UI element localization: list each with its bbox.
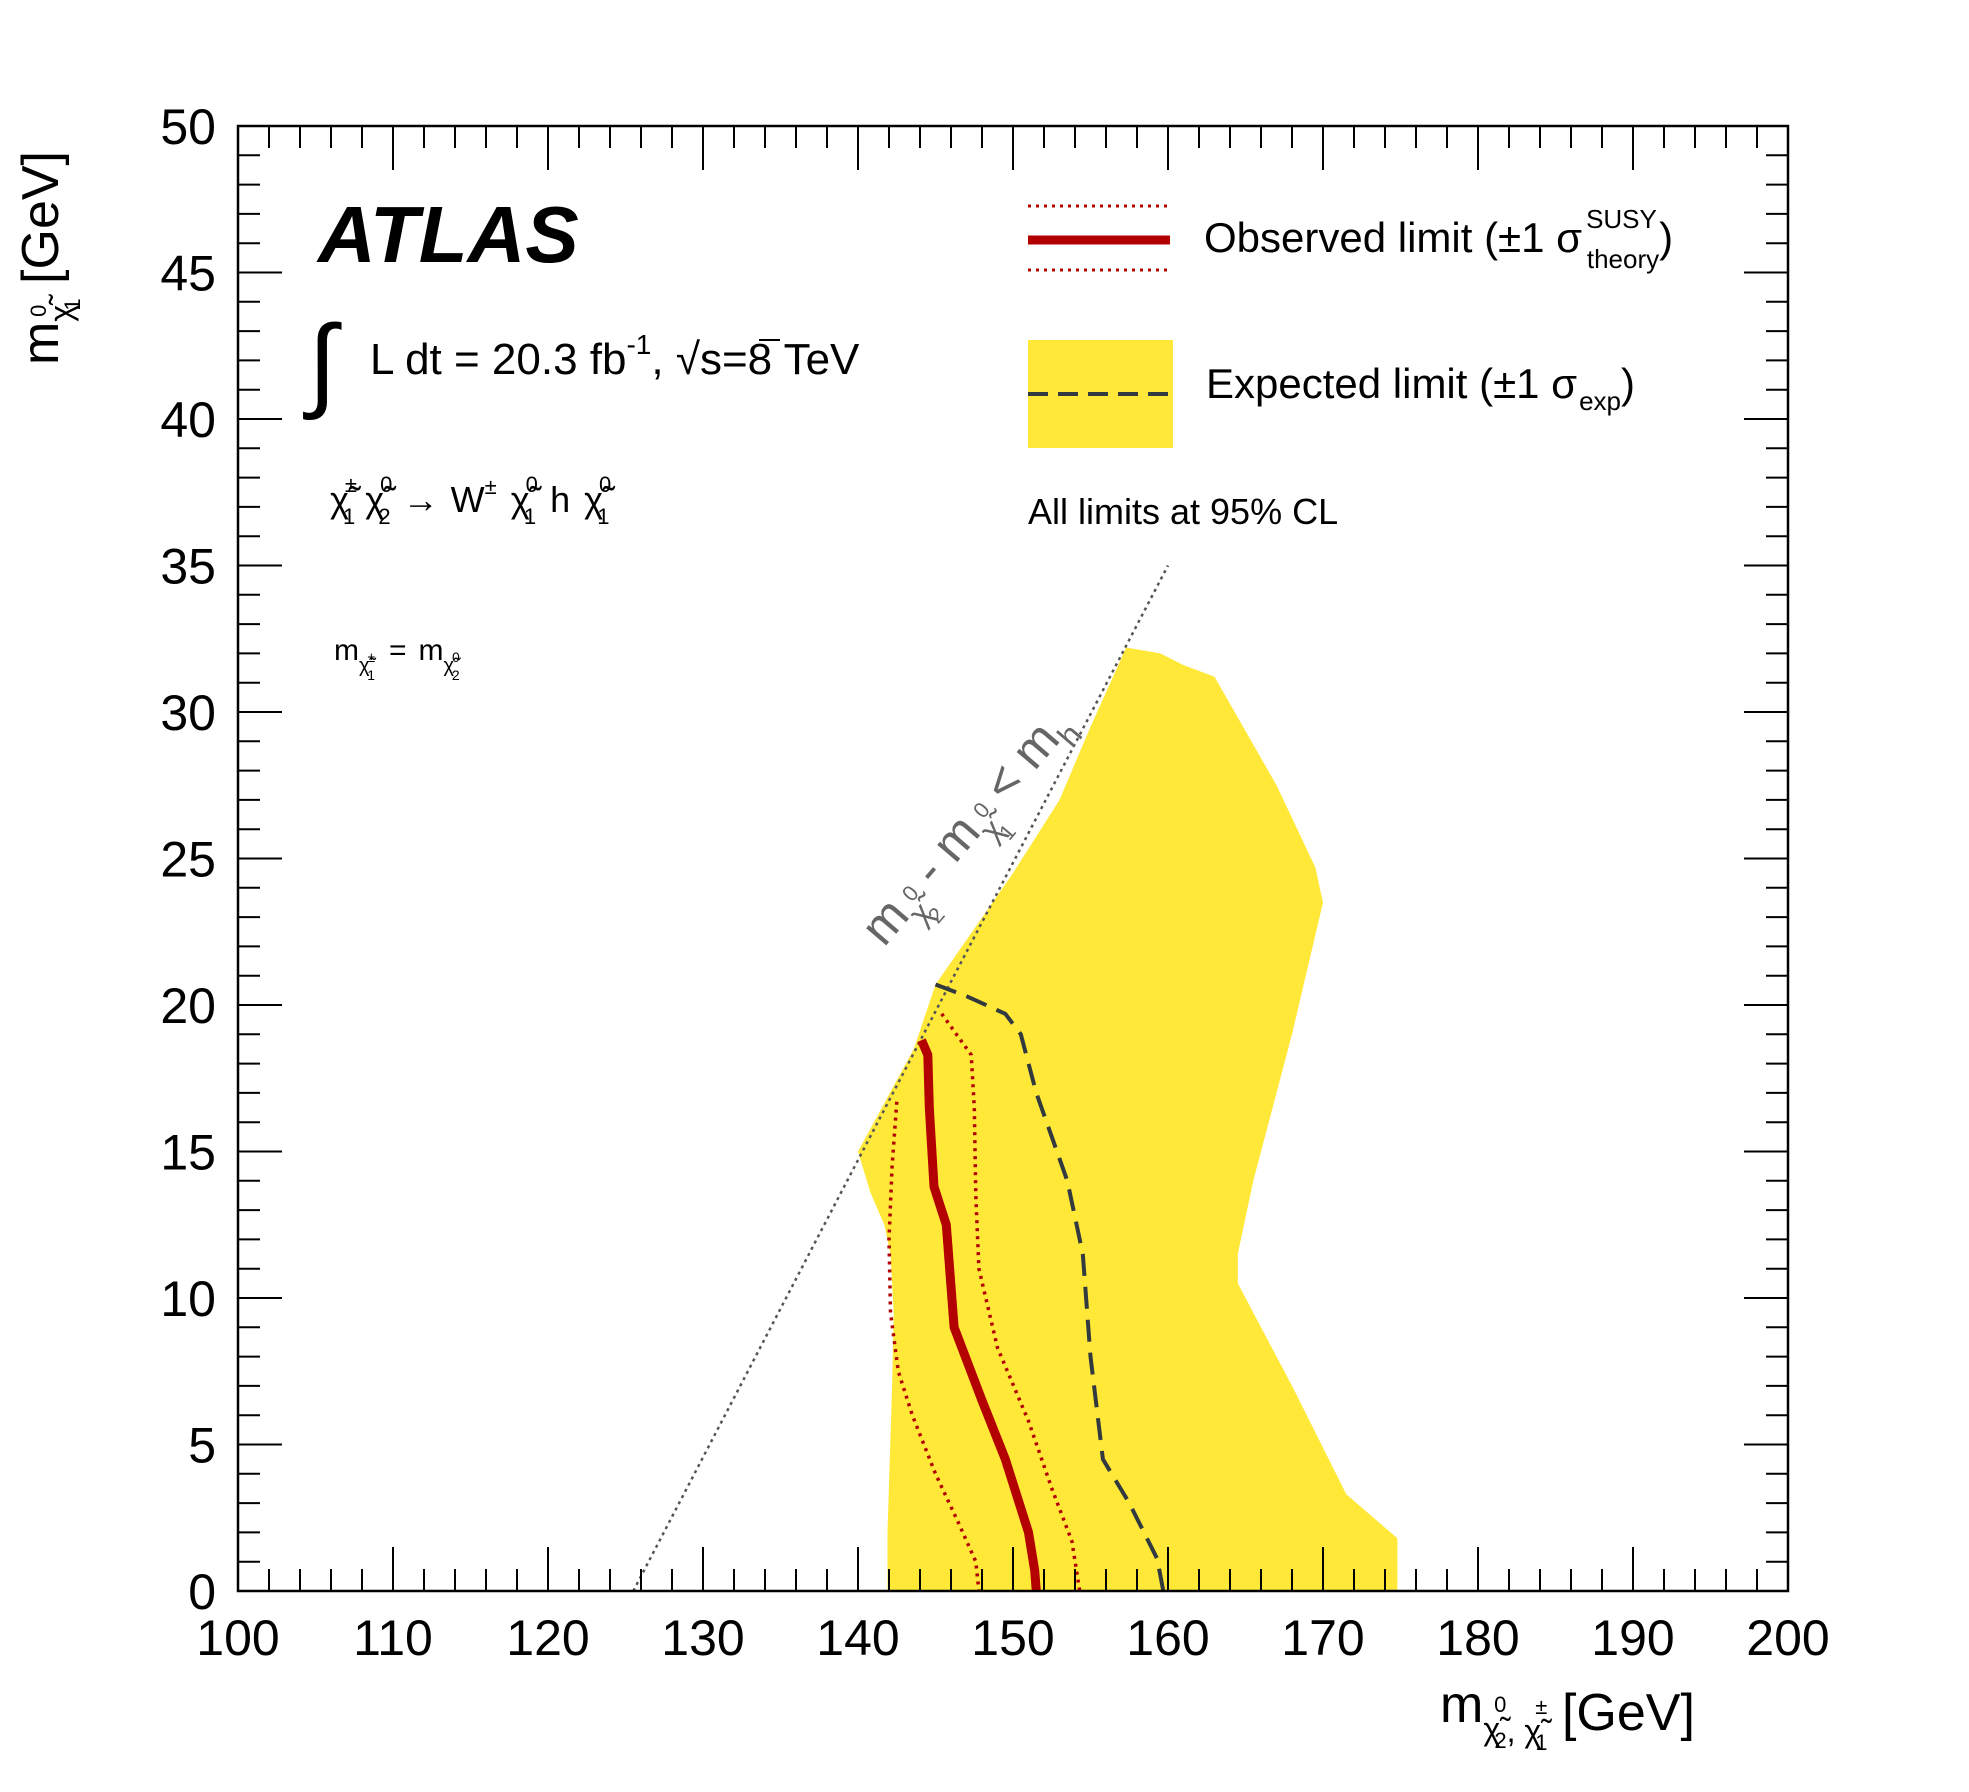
x-tick-label: 190 [1591, 1610, 1674, 1666]
process-p4-sub: 1 [597, 504, 609, 529]
axis-tick-labels-layer: 100 110 120 130 140 150 160 170 180 190 2000510152… [160, 99, 1829, 1666]
atlas-label: ATLAS [316, 190, 579, 279]
luminosity-text-c: s=8 TeV [700, 335, 860, 384]
luminosity-text-b: , [651, 335, 675, 384]
legend-expected-sub: exp [1579, 386, 1621, 416]
process-arrow: → [403, 479, 439, 520]
mass-rel-m1-sub: 1 [367, 667, 375, 683]
x-tick-label: 100 [196, 1610, 279, 1666]
process-p2-sup: 0 [380, 472, 392, 497]
x-axis-label-chi2-sup: ± [1535, 1694, 1547, 1719]
expected-limit-band [858, 647, 1398, 1591]
y-tick-label: 10 [160, 1271, 216, 1327]
process-p4-sup: 0 [599, 472, 611, 497]
axis-ticks-layer [237, 125, 1789, 1592]
x-axis-label-chi2-sub: 1 [1535, 1730, 1547, 1755]
y-tick-label: 0 [188, 1564, 216, 1620]
luminosity-exp: -1 [626, 329, 651, 360]
mass-rel-m2: m [419, 634, 444, 667]
mass-rel-m1-sup: ± [368, 649, 376, 665]
y-axis-label-chi-sup: 0 [26, 305, 51, 317]
limit-lines-layer [632, 564, 1170, 1592]
legend-note: All limits at 95% CL [1028, 491, 1338, 532]
y-tick-label: 50 [160, 99, 216, 155]
y-tick-label: 15 [160, 1125, 216, 1181]
mass-rel-m2-sub: 2 [452, 667, 460, 683]
x-tick-label: 160 [1126, 1610, 1209, 1666]
y-tick-label: 45 [160, 246, 216, 302]
legend-expected-text: Expected limit (±1 σ [1206, 360, 1577, 407]
y-tick-label: 40 [160, 392, 216, 448]
x-tick-label: 120 [506, 1610, 589, 1666]
x-tick-label: 170 [1281, 1610, 1364, 1666]
x-axis-label-chi1-sup: 0 [1494, 1692, 1506, 1717]
y-tick-label: 20 [160, 978, 216, 1034]
observed-plus-1sigma-line [940, 1012, 1082, 1592]
x-axis-label-chi1-sub: 2 [1494, 1728, 1506, 1753]
mass-rel-m1: m [334, 634, 359, 667]
process-p1-sup: ± [345, 472, 357, 497]
process-p2-sub: 2 [378, 504, 390, 529]
legend: Observed limit (±1 σ SUSY theory) Expected… [1028, 204, 1673, 532]
y-axis-label: mχ̃01 [GeV] [12, 151, 85, 365]
legend-observed-label: Observed limit (±1 σ SUSY theory) [1204, 204, 1673, 274]
process-h: h [550, 479, 570, 520]
x-tick-label: 140 [816, 1610, 899, 1666]
expected-band-layer [858, 647, 1398, 1591]
x-tick-label: 110 [353, 1610, 433, 1666]
x-tick-label: 130 [661, 1610, 744, 1666]
process-w: W [451, 479, 485, 520]
process-p3-sub: 1 [524, 504, 536, 529]
process-p1-sub: 1 [343, 504, 355, 529]
luminosity-label: L dt = 20.3 fb-1, √s=8 TeV [370, 329, 860, 384]
process-w-sup: ± [485, 474, 497, 499]
luminosity-text-a: L dt = 20.3 fb [370, 335, 626, 384]
x-axis-label-m: m [1440, 1676, 1483, 1734]
y-axis-label-chi-sub: 1 [60, 298, 85, 310]
x-axis-label-unit: [GeV] [1548, 1684, 1695, 1742]
legend-observed-sup: SUSY [1586, 204, 1657, 234]
x-axis-label: mχ̃0 2, χ̃± 1 [GeV] [1440, 1676, 1695, 1755]
expected-limit-line [934, 982, 1166, 1592]
legend-expected-close: ) [1621, 360, 1635, 407]
legend-observed-text: Observed limit (±1 σ [1204, 214, 1582, 261]
legend-observed-close: ) [1659, 214, 1673, 261]
x-tick-label: 200 [1746, 1610, 1829, 1666]
y-tick-label: 25 [160, 832, 216, 888]
legend-expected-label: Expected limit (±1 σexp) [1206, 360, 1635, 416]
y-tick-label: 5 [188, 1418, 216, 1474]
x-tick-label: 180 [1436, 1610, 1519, 1666]
process-p3-sup: 0 [526, 472, 538, 497]
legend-observed-sub: theory [1587, 244, 1659, 274]
y-axis-label-unit: [GeV] [12, 151, 70, 298]
luminosity-root: √ [676, 335, 701, 384]
observed-limit-line [917, 1038, 1041, 1592]
integral-symbol: ∫ [303, 305, 342, 421]
x-tick-label: 150 [971, 1610, 1054, 1666]
mass-relation-label: mχ̃± 1= mχ̃0 2 [334, 634, 461, 683]
y-tick-label: 30 [160, 685, 216, 741]
process-label: χ̃± 1 χ̃0 2 → W± χ̃0 1 h χ̃0 1 [330, 472, 616, 529]
x-axis-label-sep: , [1507, 1713, 1525, 1749]
mass-rel-eq: = [389, 634, 407, 667]
y-axis-label-m: m [12, 322, 70, 365]
mass-rel-m2-sup: 0 [452, 649, 460, 665]
y-tick-label: 35 [160, 539, 216, 595]
